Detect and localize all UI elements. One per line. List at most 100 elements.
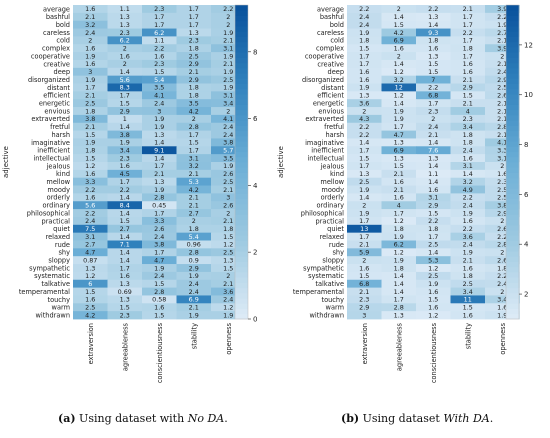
cell-value-label: 6.9	[394, 147, 404, 155]
heatmap-cell	[73, 162, 108, 171]
heatmap-cell	[485, 240, 520, 249]
row-label: sympathetic	[303, 264, 344, 272]
row-label: bold	[56, 21, 70, 29]
cell-value-label: 1.9	[154, 123, 164, 131]
row-label: cold	[330, 37, 344, 45]
cell-value-label: 1.7	[359, 233, 369, 241]
heatmap-cell	[211, 287, 246, 296]
heatmap-cell	[450, 67, 486, 77]
heatmap-cell	[416, 264, 451, 273]
cell-value-label: 1.4	[154, 154, 164, 162]
cell-value-label: 3.1	[497, 154, 507, 162]
colorbar-segment	[506, 125, 519, 132]
colorbar-segment	[506, 303, 519, 310]
heatmap-cell	[485, 59, 520, 69]
cell-value-label: 2.2	[463, 194, 473, 202]
heatmap-cell	[142, 177, 177, 186]
cell-value-label: 1.7	[154, 13, 164, 21]
heatmap-cell	[485, 232, 520, 241]
heatmap-cell	[450, 256, 486, 265]
heatmap-cell	[176, 162, 212, 171]
heatmap-cell	[347, 146, 382, 155]
heatmap-cell	[416, 5, 451, 14]
heatmap-cell	[450, 75, 486, 84]
heatmap-cell	[381, 83, 417, 92]
heatmap-cell	[381, 75, 417, 84]
heatmap-cell	[73, 36, 108, 45]
row-label: shy	[58, 249, 70, 257]
cell-value-label: 1.7	[394, 123, 404, 131]
heatmap-cell	[73, 248, 108, 257]
cell-value-label: 1.7	[189, 5, 199, 13]
cell-value-label: 2.2	[497, 233, 507, 241]
heatmap-cell	[416, 99, 451, 108]
heatmap-cell	[347, 303, 382, 312]
column-label: openness	[225, 322, 233, 354]
cell-value-label: 1.4	[120, 194, 130, 202]
heatmap-cell	[347, 107, 382, 116]
heatmap-cell	[381, 169, 417, 179]
cell-value-label: 2.8	[189, 123, 199, 131]
colorbar-segment	[235, 292, 248, 299]
heatmap-cell	[73, 193, 108, 202]
heatmap-cell	[381, 20, 417, 29]
cell-value-label: 1.4	[428, 162, 438, 170]
cell-value-label: 1.8	[85, 107, 95, 115]
heatmap-cell	[176, 107, 212, 116]
heatmap-cell	[416, 36, 451, 45]
row-label: jealous	[46, 162, 71, 170]
cell-value-label: 1.3	[359, 92, 369, 100]
colorbar-tick-label: 8	[524, 141, 528, 149]
heatmap-cell	[416, 311, 451, 320]
heatmap-cell	[416, 216, 451, 226]
heatmap-cell	[416, 201, 451, 210]
heatmap-cell	[416, 44, 451, 53]
cell-value-label: 2.9	[359, 304, 369, 312]
cell-value-label: 1.7	[120, 264, 130, 272]
heatmap-cell	[107, 232, 143, 241]
cell-value-label: 1.7	[359, 60, 369, 68]
cell-value-label: 9.3	[428, 29, 438, 37]
heatmap-cell	[107, 295, 143, 304]
row-label: average	[317, 5, 344, 13]
cell-value-label: 2.1	[189, 68, 199, 76]
cell-value-label: 2	[226, 13, 230, 21]
heatmap-cell	[485, 279, 520, 288]
heatmap-cell	[211, 12, 246, 22]
heatmap-cell	[176, 201, 212, 210]
colorbar-segment	[235, 141, 248, 147]
cell-value-label: 1.5	[428, 296, 438, 304]
colorbar-segment	[506, 277, 519, 283]
heatmap-cell	[347, 122, 382, 131]
heatmap-cell	[485, 20, 520, 29]
heatmap-cell	[176, 311, 212, 320]
colorbar-tick-label: 6	[524, 191, 529, 199]
cell-value-label: 1.4	[394, 272, 404, 280]
cell-value-label: 6.8	[428, 92, 438, 100]
cell-value-label: 1.3	[359, 170, 369, 178]
heatmap-cell	[450, 185, 486, 194]
colorbar-segment	[506, 88, 519, 95]
heatmap-cell	[211, 91, 246, 100]
cell-value-label: 4.1	[154, 92, 164, 100]
cell-value-label: 1.6	[394, 178, 404, 186]
row-label: talkative	[41, 280, 70, 288]
heatmap-cell	[485, 256, 520, 265]
heatmap-cell	[347, 130, 382, 139]
cell-value-label: 1.9	[359, 29, 369, 37]
heatmap-cell	[107, 209, 143, 218]
cell-value-label: 7	[431, 76, 435, 84]
heatmap-cell	[347, 279, 382, 288]
cell-value-label: 1.8	[394, 264, 404, 272]
heatmap-cell	[450, 303, 486, 312]
cell-value-label: 3	[226, 194, 230, 202]
heatmap-cell	[381, 295, 417, 304]
heatmap-cell	[142, 114, 177, 124]
heatmap-cell	[176, 122, 212, 131]
colorbar-segment	[506, 313, 519, 320]
cell-value-label: 1.8	[463, 139, 473, 147]
cell-value-label: 6.2	[154, 29, 164, 37]
cell-value-label: 1.7	[428, 99, 438, 107]
heatmap-cell	[107, 12, 143, 22]
heatmap-cell	[416, 59, 451, 69]
